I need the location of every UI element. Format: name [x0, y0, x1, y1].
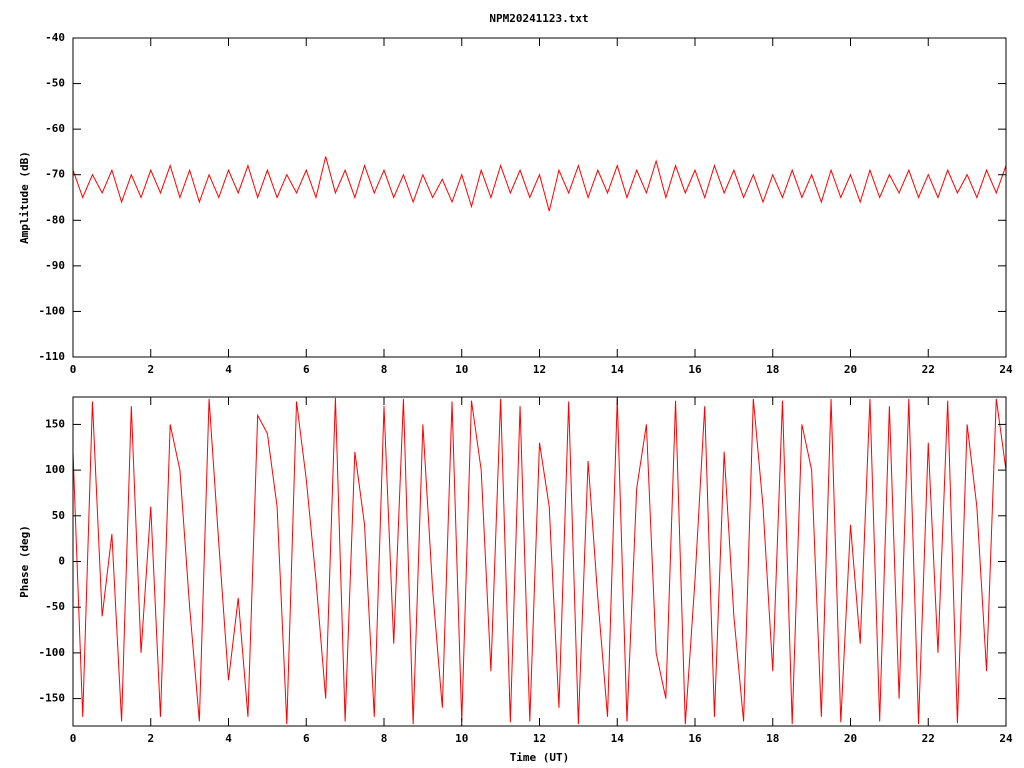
x-tick-label: 20: [844, 732, 857, 745]
y-tick-label: -80: [45, 213, 65, 226]
y-tick-label: -100: [39, 646, 66, 659]
x-tick-label: 10: [455, 732, 468, 745]
data-line: [72, 397, 1007, 725]
x-tick-label: 8: [381, 363, 388, 376]
x-tick-label: 0: [70, 363, 77, 376]
x-tick-label: 6: [303, 363, 310, 376]
y-tick-label: -40: [45, 31, 65, 44]
x-tick-label: 8: [381, 732, 388, 745]
x-tick-label: 4: [225, 732, 232, 745]
x-tick-label: 12: [533, 363, 546, 376]
chart-title: NPM20241123.txt: [489, 12, 588, 25]
y-tick-label: 100: [45, 463, 65, 476]
x-tick-label: 12: [533, 732, 546, 745]
x-axis-label: Time (UT): [510, 751, 570, 764]
x-tick-label: 4: [225, 363, 232, 376]
y-tick-label: -50: [45, 77, 65, 90]
y-tick-label: -110: [39, 350, 66, 363]
x-tick-label: 6: [303, 732, 310, 745]
x-tick-label: 2: [147, 363, 154, 376]
data-line: [72, 156, 1007, 212]
y-tick-label: -70: [45, 168, 65, 181]
y-tick-label: -150: [39, 692, 66, 705]
x-tick-label: 18: [766, 732, 779, 745]
y-tick-label: 0: [58, 555, 65, 568]
y-tick-label: -90: [45, 259, 65, 272]
y-axis-label: Amplitude (dB): [18, 151, 31, 244]
y-tick-label: 50: [52, 509, 65, 522]
x-tick-label: 20: [844, 363, 857, 376]
plot-border: [72, 37, 1007, 358]
y-axis-label: Phase (deg): [18, 525, 31, 598]
x-tick-label: 22: [922, 732, 935, 745]
x-tick-label: 16: [688, 363, 702, 376]
y-tick-label: -100: [39, 304, 66, 317]
x-tick-label: 0: [70, 732, 77, 745]
x-tick-label: 22: [922, 363, 935, 376]
y-tick-label: -60: [45, 122, 65, 135]
y-tick-label: -50: [45, 600, 65, 613]
x-tick-label: 24: [999, 732, 1013, 745]
x-tick-label: 14: [611, 732, 625, 745]
x-tick-label: 14: [611, 363, 625, 376]
x-tick-label: 10: [455, 363, 468, 376]
y-tick-label: 150: [45, 417, 65, 430]
x-tick-label: 18: [766, 363, 779, 376]
x-tick-label: 24: [999, 363, 1013, 376]
x-tick-label: 16: [688, 732, 702, 745]
x-tick-label: 2: [147, 732, 154, 745]
